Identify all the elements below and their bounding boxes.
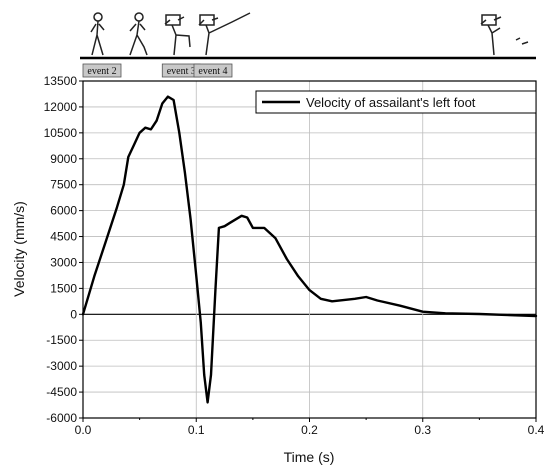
y-tick-label: 9000 xyxy=(50,152,77,166)
y-tick-label: 3000 xyxy=(50,255,77,269)
stick-figure-2-icon xyxy=(129,12,148,56)
series-line xyxy=(81,95,538,404)
x-tick-labels: 0.0 0.1 0.2 0.3 0.4 xyxy=(75,423,545,437)
y-tick-label: 0 xyxy=(70,307,77,321)
y-axis-title: Velocity (mm/s) xyxy=(11,201,27,297)
y-tick-label: -6000 xyxy=(46,411,77,425)
y-tick-label: -4500 xyxy=(46,385,77,399)
stick-figure-5-icon xyxy=(480,14,529,56)
event-label-text: event 2 xyxy=(87,66,116,77)
y-tick-labels: -6000 -4500 -3000 -1500 0 1500 3000 4500 6000 750… xyxy=(44,74,78,425)
x-tick-label: 0.3 xyxy=(414,423,431,437)
y-tick-label: 12000 xyxy=(44,100,78,114)
chart-legend: Velocity of assailant's left foot xyxy=(255,90,537,114)
y-tick-label: 4500 xyxy=(50,230,77,244)
x-tick-label: 0.2 xyxy=(301,423,318,437)
y-tick-label: -1500 xyxy=(46,333,77,347)
y-tick-label: 13500 xyxy=(44,74,78,88)
stick-figure-1-icon xyxy=(90,12,105,56)
plot-frame xyxy=(82,80,537,419)
legend-box xyxy=(255,90,537,114)
y-tick-label: -3000 xyxy=(46,359,77,373)
y-tick-label: 7500 xyxy=(50,178,77,192)
data-series xyxy=(81,95,538,404)
stick-figure-3-icon xyxy=(164,14,191,56)
event-label-box xyxy=(82,63,122,78)
y-tick-label: 6000 xyxy=(50,204,77,218)
event-label-box xyxy=(193,63,233,78)
event-label-text: event 4 xyxy=(198,66,227,77)
y-tick-label: 1500 xyxy=(50,281,77,295)
x-axis-title: Time (s) xyxy=(284,449,335,465)
event-illustrations xyxy=(80,12,536,60)
x-tick-label: 0.0 xyxy=(75,423,92,437)
x-tick-label: 0.4 xyxy=(528,423,545,437)
x-tick-label: 0.1 xyxy=(188,423,205,437)
stick-figure-4-icon xyxy=(198,12,251,56)
y-tick-label: 10500 xyxy=(44,126,78,140)
legend-label: Velocity of assailant's left foot xyxy=(306,95,476,110)
event-labels: event 2 event 3 event 4 xyxy=(82,63,233,78)
plot-grid xyxy=(79,80,537,422)
event-label-text: event 3 xyxy=(167,66,196,77)
